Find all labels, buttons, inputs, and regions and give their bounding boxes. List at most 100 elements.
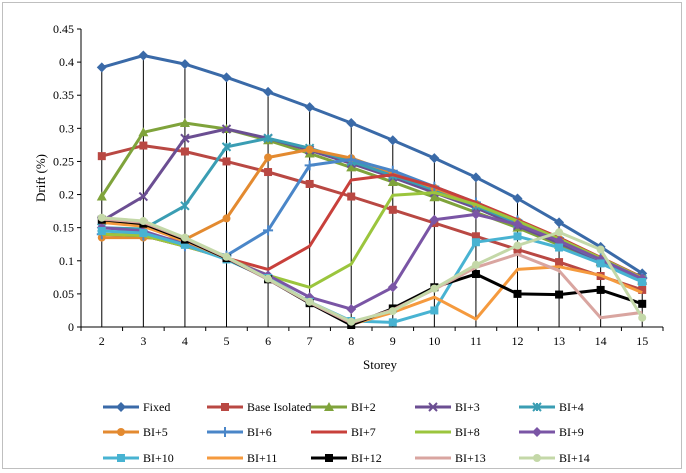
legend-label: Fixed [143,400,170,414]
data-point [555,228,564,237]
legend-entry: BI+4 [519,400,584,414]
data-point [533,454,541,462]
series-line [101,216,644,324]
data-point [429,153,440,164]
data-point [180,133,190,143]
x-tick-label: 14 [595,334,607,348]
data-point [139,217,148,226]
data-point [512,193,523,204]
data-point [222,214,231,223]
series-line [101,229,643,324]
x-tick-label: 2 [99,334,105,348]
legend-label: BI+7 [351,425,376,439]
y-tick-label: 0.45 [53,22,74,36]
data-point [116,402,126,412]
data-point [221,403,229,411]
data-point [138,191,149,202]
tick-labels: 0 0.05 0.1 0.15 0.2 0.25 0.3 0.35 0.4 0.45 2 3 4 5 6 7 8… [53,22,648,348]
data-point [97,152,106,161]
legend-label: BI+3 [455,400,480,414]
data-point [221,142,232,152]
legend-entry: Fixed [103,400,170,414]
data-point [180,201,190,211]
data-point [470,172,481,183]
data-point [532,427,542,437]
data-point [346,118,357,129]
series-line [100,121,643,282]
data-point [138,50,149,61]
data-point [638,285,647,294]
x-axis-label: Storey [363,357,397,372]
data-point [596,245,605,254]
x-tick-label: 8 [348,334,354,348]
data-point [263,133,273,143]
series-fixed [96,50,648,279]
data-point [471,232,480,241]
data-point [304,102,315,113]
data-point [430,284,439,293]
data-point [179,118,190,128]
data-point [596,259,605,268]
data-point [347,192,356,201]
data-point [513,232,522,241]
legend-entry: Base Isolated [207,400,311,414]
data-point [139,228,148,237]
data-point [263,86,274,97]
series-bi-3 [97,124,647,286]
data-point [96,191,107,201]
data-point [596,285,605,294]
data-point [388,205,397,214]
y-tick-label: 0.05 [53,287,74,301]
legend-label: Base Isolated [247,400,311,414]
data-point [471,260,480,269]
data-point [97,213,106,222]
axes [77,28,664,331]
y-tick-label: 0.4 [59,55,74,69]
data-point [429,192,440,202]
data-point [388,307,397,316]
legend-label: BI+9 [559,425,584,439]
data-point [346,304,357,315]
data-point [221,124,232,134]
legend-entry: BI+8 [415,425,480,439]
data-point [263,225,274,236]
legend-entry: BI+10 [103,451,174,465]
legend-label: BI+13 [455,451,486,465]
data-point [264,274,273,283]
x-tick-label: 7 [307,334,313,348]
data-point [222,252,231,261]
series-bi-14 [97,213,647,326]
y-tick-label: 0.35 [53,88,74,102]
legend-entry: BI+6 [207,425,272,439]
series-line [101,144,643,292]
x-tick-label: 10 [428,334,440,348]
legend-label: BI+11 [247,451,277,465]
data-point [96,62,107,73]
data-point [305,297,314,306]
data-point [264,168,273,177]
data-point [221,72,232,83]
legend-entry: BI+3 [415,400,480,414]
data-point [387,176,398,186]
series-line [101,127,643,282]
series-lines [96,50,648,330]
data-point [222,157,231,166]
legend-entry: BI+5 [103,425,168,439]
x-tick-label: 4 [182,334,188,348]
data-point [117,428,125,436]
legend-label: BI+6 [247,425,272,439]
data-point [138,127,149,137]
series-bi-4 [97,133,647,285]
data-point [346,162,357,172]
data-point [429,214,440,225]
data-point [512,219,523,230]
legend-entry: BI+7 [311,425,376,439]
y-tick-label: 0 [68,320,74,334]
legend-label: BI+2 [351,400,376,414]
data-point [555,290,564,299]
data-point [388,318,397,327]
y-tick-label: 0.25 [53,154,74,168]
y-tick-label: 0.2 [59,188,74,202]
data-point [513,289,522,298]
data-point [555,243,564,252]
